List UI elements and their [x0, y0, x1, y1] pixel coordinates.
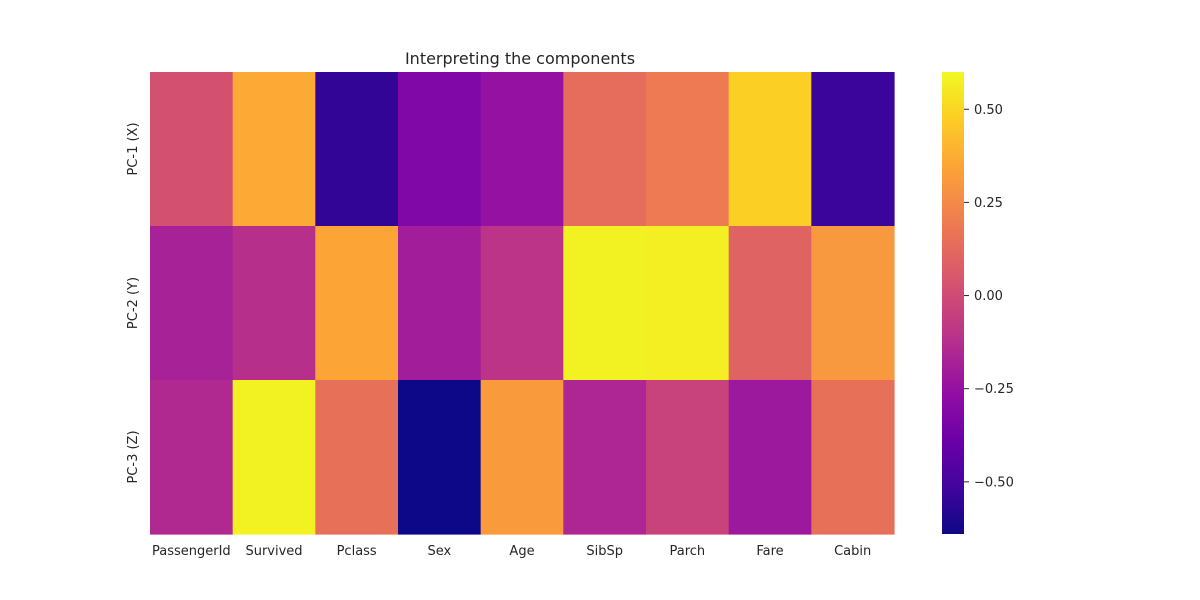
heatmap-cell [811, 226, 895, 381]
heatmap-cell [646, 226, 730, 381]
heatmap-cell [480, 72, 564, 227]
heatmap-cell [150, 72, 234, 227]
heatmap-cell [728, 226, 812, 381]
x-tick-label: Sex [427, 544, 451, 559]
heatmap-cell [563, 226, 647, 381]
heatmap-cell [150, 226, 234, 381]
y-tick-label: PC-1 (X) [126, 122, 141, 175]
heatmap-cell [480, 226, 564, 381]
heatmap-cell [232, 226, 316, 381]
heatmap-cell [232, 380, 316, 535]
x-tick-label: Pclass [337, 544, 377, 559]
y-tick-label: PC-3 (Z) [126, 430, 141, 483]
colorbar-ticks: 0.50 0.25 0.00 −0.25 −0.50 [964, 103, 1014, 490]
x-tick-label: SibSp [586, 544, 623, 559]
heatmap-cell [811, 72, 895, 227]
colorbar-tick-label: −0.25 [974, 382, 1014, 397]
heatmap-cells [150, 72, 895, 535]
heatmap-cell [315, 226, 399, 381]
y-tick-labels: PC-1 (X) PC-2 (Y) PC-3 (Z) [126, 122, 141, 483]
y-tick-label: PC-2 (Y) [126, 277, 141, 329]
x-tick-label: Cabin [834, 544, 871, 559]
heatmap-cell [480, 380, 564, 535]
heatmap-cell [398, 72, 482, 227]
colorbar-tick-label: 0.50 [974, 103, 1003, 118]
heatmap-cell [398, 380, 482, 535]
heatmap-cell [728, 72, 812, 227]
heatmap-cell [811, 380, 895, 535]
heatmap-cell [150, 380, 234, 535]
colorbar-tick-label: 0.00 [974, 289, 1003, 304]
chart-title: Interpreting the components [405, 49, 635, 68]
heatmap-cell [232, 72, 316, 227]
x-tick-label: Age [509, 544, 534, 559]
heatmap-cell [315, 72, 399, 227]
colorbar-tick-label: 0.25 [974, 196, 1003, 211]
heatmap-cell [563, 72, 647, 227]
colorbar-tick-label: −0.50 [974, 475, 1014, 490]
colorbar [942, 72, 964, 534]
heatmap-cell [646, 72, 730, 227]
x-tick-label: PassengerId [152, 544, 231, 559]
heatmap-cell [315, 380, 399, 535]
heatmap-cell [398, 226, 482, 381]
x-tick-labels: PassengerId Survived Pclass Sex Age SibSp Parc… [152, 544, 871, 559]
heatmap-cell [728, 380, 812, 535]
x-tick-label: Fare [756, 544, 783, 559]
heatmap-cell [563, 380, 647, 535]
heatmap-cell [646, 380, 730, 535]
x-tick-label: Parch [669, 544, 705, 559]
x-tick-label: Survived [245, 544, 302, 559]
